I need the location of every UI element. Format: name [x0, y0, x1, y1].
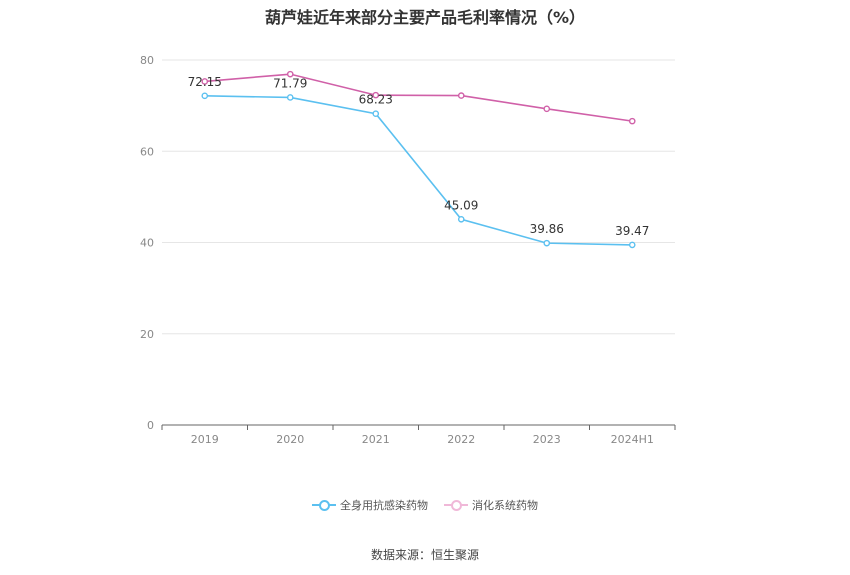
grid-layer — [162, 59, 675, 335]
y-tick-label-80: 80 — [140, 54, 154, 67]
data-label-2024H1: 39.47 — [615, 224, 649, 238]
series-layer — [201, 70, 636, 249]
legend-marker-series-2 — [444, 499, 468, 511]
legend-item-series-2[interactable]: 消化系统药物 — [444, 497, 538, 513]
data-label-2022: 45.09 — [444, 198, 478, 212]
data-label-2019: 72.15 — [188, 75, 222, 89]
y-tick-label-20: 20 — [140, 328, 154, 341]
legend: 全身用抗感染药物 消化系统药物 — [0, 497, 850, 513]
data-point-series-1-2019 — [201, 92, 209, 100]
data-point-series-2-2024H1 — [628, 117, 636, 125]
data-label-2023: 39.86 — [530, 222, 564, 236]
data-point-series-2-2020 — [286, 70, 294, 78]
chart-title: 葫芦娃近年来部分主要产品毛利率情况（%） — [264, 8, 586, 27]
data-source: 数据来源：恒生聚源 — [370, 548, 479, 562]
legend-item-series-1[interactable]: 全身用抗感染药物 — [312, 497, 428, 513]
x-tick-label-2022: 2022 — [447, 433, 475, 446]
data-point-series-1-2024H1 — [628, 241, 636, 249]
x-tick-label-2024H1: 2024H1 — [611, 433, 654, 446]
data-label-2021: 68.23 — [359, 93, 393, 107]
legend-label-series-2: 消化系统药物 — [472, 499, 538, 512]
x-tick-label-2019: 2019 — [191, 433, 219, 446]
y-tick-label-60: 60 — [140, 145, 154, 158]
series-line-2 — [204, 73, 633, 122]
data-point-series-2-2021 — [372, 91, 380, 99]
x-tick-label-2021: 2021 — [362, 433, 390, 446]
series-line-1 — [204, 95, 633, 246]
data-point-series-1-2022 — [457, 215, 465, 223]
data-point-series-1-2021 — [372, 110, 380, 118]
data-point-series-2-2022 — [457, 92, 465, 99]
x-tick-label-2020: 2020 — [276, 433, 304, 446]
data-point-series-1-2020 — [286, 94, 294, 101]
y-tick-label-40: 40 — [140, 237, 154, 250]
legend-label-series-1: 全身用抗感染药物 — [340, 499, 428, 512]
data-point-series-1-2023 — [543, 239, 551, 247]
legend-marker-series-1 — [312, 499, 336, 511]
x-tick-label-2023: 2023 — [533, 433, 561, 446]
axis-layer: 0 20 40 60 80 2019 2020 2021 2022 2023 2024H1 — [140, 54, 676, 446]
y-tick-label-0: 0 — [147, 419, 154, 432]
data-label-2020: 71.79 — [273, 76, 307, 90]
data-point-series-2-2023 — [543, 105, 551, 113]
data-point-series-2-2019 — [201, 78, 209, 85]
label-layer: 72.15 71.79 68.23 45.09 39.86 39.47 — [188, 75, 650, 238]
